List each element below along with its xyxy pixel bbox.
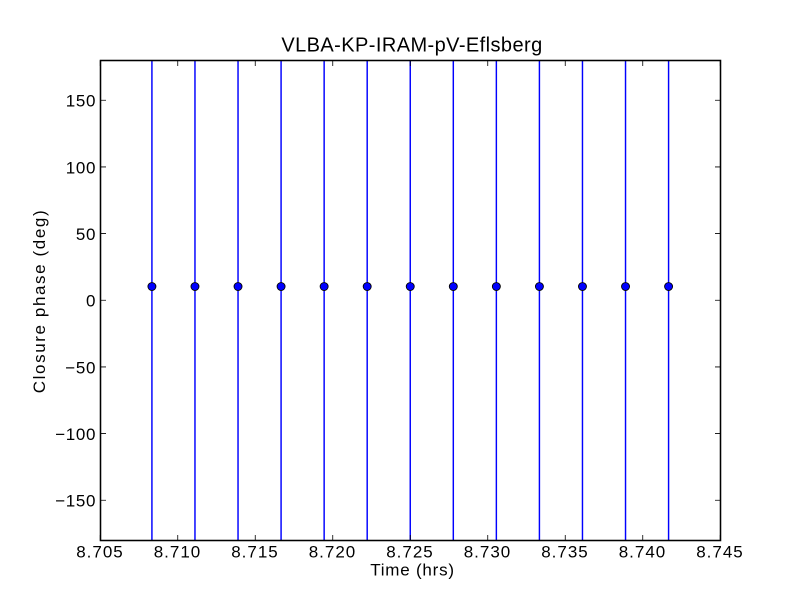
svg-text:8.710: 8.710 <box>154 542 202 561</box>
svg-text:8.720: 8.720 <box>309 542 357 561</box>
svg-text:100: 100 <box>66 158 96 177</box>
svg-text:8.730: 8.730 <box>464 542 512 561</box>
svg-text:VLBA-KP-IRAM-pV-Eflsberg: VLBA-KP-IRAM-pV-Eflsberg <box>281 35 542 57</box>
svg-text:8.705: 8.705 <box>76 542 124 561</box>
svg-text:50: 50 <box>76 225 96 244</box>
svg-text:8.715: 8.715 <box>231 542 279 561</box>
svg-text:150: 150 <box>66 92 96 111</box>
svg-text:8.725: 8.725 <box>386 542 434 561</box>
svg-text:8.745: 8.745 <box>696 542 744 561</box>
svg-text:Time (hrs): Time (hrs) <box>370 560 455 579</box>
svg-text:8.740: 8.740 <box>619 542 667 561</box>
svg-text:−150: −150 <box>55 492 96 511</box>
svg-text:−100: −100 <box>55 425 96 444</box>
svg-text:8.735: 8.735 <box>541 542 589 561</box>
svg-text:−50: −50 <box>65 358 96 377</box>
svg-text:0: 0 <box>86 292 96 311</box>
svg-text:Closure phase (deg): Closure phase (deg) <box>30 209 49 393</box>
